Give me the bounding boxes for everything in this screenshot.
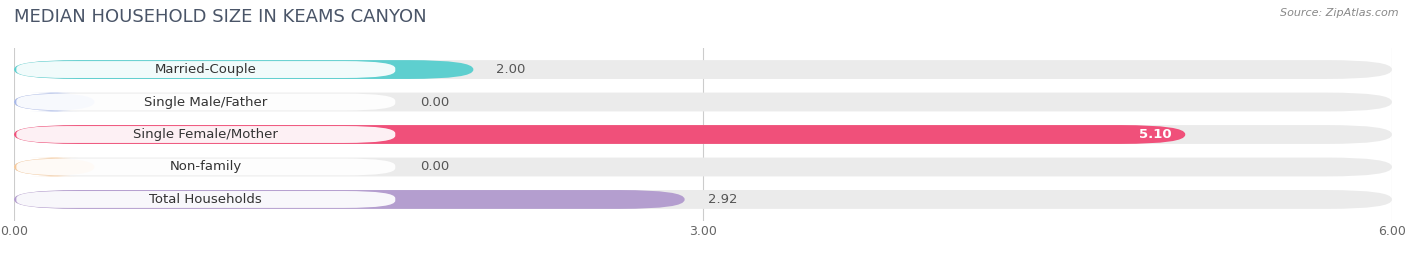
FancyBboxPatch shape: [14, 158, 94, 176]
FancyBboxPatch shape: [14, 190, 1392, 209]
FancyBboxPatch shape: [17, 126, 395, 143]
FancyBboxPatch shape: [14, 190, 685, 209]
FancyBboxPatch shape: [14, 158, 1392, 176]
FancyBboxPatch shape: [14, 125, 1392, 144]
Text: 2.00: 2.00: [496, 63, 526, 76]
Text: Non-family: Non-family: [170, 161, 242, 174]
FancyBboxPatch shape: [17, 94, 395, 111]
FancyBboxPatch shape: [14, 93, 1392, 111]
Text: 5.10: 5.10: [1139, 128, 1171, 141]
Text: MEDIAN HOUSEHOLD SIZE IN KEAMS CANYON: MEDIAN HOUSEHOLD SIZE IN KEAMS CANYON: [14, 8, 426, 26]
FancyBboxPatch shape: [14, 60, 1392, 79]
Text: Married-Couple: Married-Couple: [155, 63, 257, 76]
FancyBboxPatch shape: [17, 158, 395, 175]
FancyBboxPatch shape: [17, 61, 395, 78]
Text: 0.00: 0.00: [420, 95, 450, 108]
Text: Single Male/Father: Single Male/Father: [145, 95, 267, 108]
Text: Single Female/Mother: Single Female/Mother: [134, 128, 278, 141]
FancyBboxPatch shape: [14, 125, 1185, 144]
FancyBboxPatch shape: [17, 191, 395, 208]
FancyBboxPatch shape: [14, 60, 474, 79]
Text: 0.00: 0.00: [420, 161, 450, 174]
Text: Source: ZipAtlas.com: Source: ZipAtlas.com: [1281, 8, 1399, 18]
Text: 2.92: 2.92: [707, 193, 737, 206]
Text: Total Households: Total Households: [149, 193, 262, 206]
FancyBboxPatch shape: [14, 93, 94, 111]
